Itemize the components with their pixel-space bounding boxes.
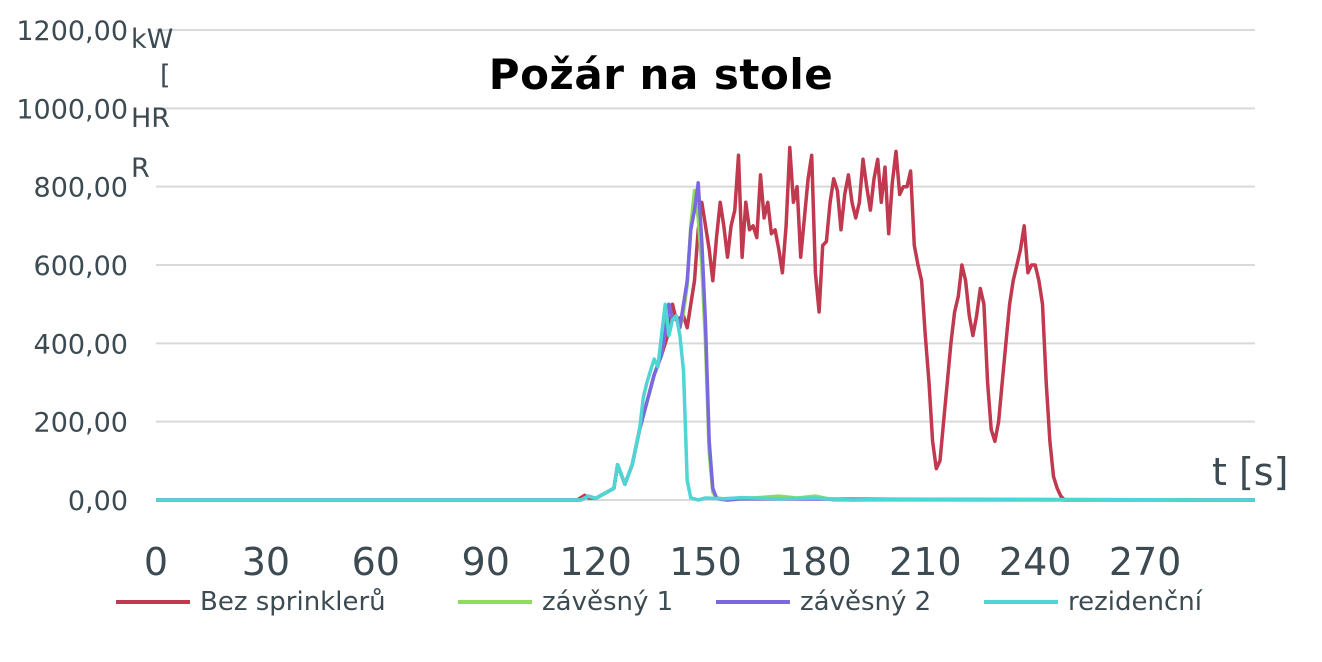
y-tick-label: 1000,00 [16,94,128,125]
y-axis-label-hr: HR [131,103,171,134]
x-tick-label: 30 [242,540,290,584]
y-tick-label: 800,00 [34,173,128,204]
x-tick-label: 240 [999,540,1072,584]
y-axis-label-bracket: [ [160,60,171,91]
x-tick-label: 180 [779,540,852,584]
x-tick-label: 210 [889,540,962,584]
x-tick-label: 0 [144,540,168,584]
legend-swatch [458,600,532,604]
legend-swatch [116,600,190,604]
legend-item-rezidencni: rezidenční [984,582,1202,622]
x-tick-label: 270 [1109,540,1182,584]
gridlines [156,29,1255,501]
legend: Bez sprinklerů závěsný 1 závěsný 2 rezid… [0,582,1322,622]
series-line-3 [156,302,1256,502]
legend-label: závěsný 2 [800,587,932,617]
legend-item-bez-sprinkleru: Bez sprinklerů [116,582,386,622]
x-tick-label: 120 [559,540,632,584]
y-tick-label: 1200,00 [16,16,128,47]
x-tick-label: 60 [352,540,400,584]
y-axis-label-unit: kW [131,24,174,55]
x-tick-label: 90 [462,540,510,584]
legend-label: rezidenční [1068,587,1202,617]
y-tick-label: 0,00 [68,486,128,517]
y-tick-labels: 0,00 200,00 400,00 600,00 800,00 1000,00 1200,… [16,16,128,517]
y-tick-label: 400,00 [34,329,128,360]
legend-label: závěsný 1 [542,587,674,617]
y-tick-label: 200,00 [34,408,128,439]
legend-swatch [984,600,1058,604]
legend-label: Bez sprinklerů [200,587,386,617]
x-tick-label: 150 [669,540,742,584]
series-lines [156,145,1256,502]
legend-item-zavesny-2: závěsný 2 [716,582,931,622]
x-tick-labels: 0 30 60 90 120 150 180 210 240 270 [144,540,1181,584]
y-axis-label-r: R [131,153,150,184]
legend-item-zavesny-1: závěsný 1 [458,582,673,622]
chart-title: Požár na stole [488,50,834,99]
series-line-0 [156,145,1255,502]
x-axis-label: t [s] [1212,450,1289,494]
legend-swatch [716,600,790,604]
y-tick-label: 600,00 [34,251,128,282]
